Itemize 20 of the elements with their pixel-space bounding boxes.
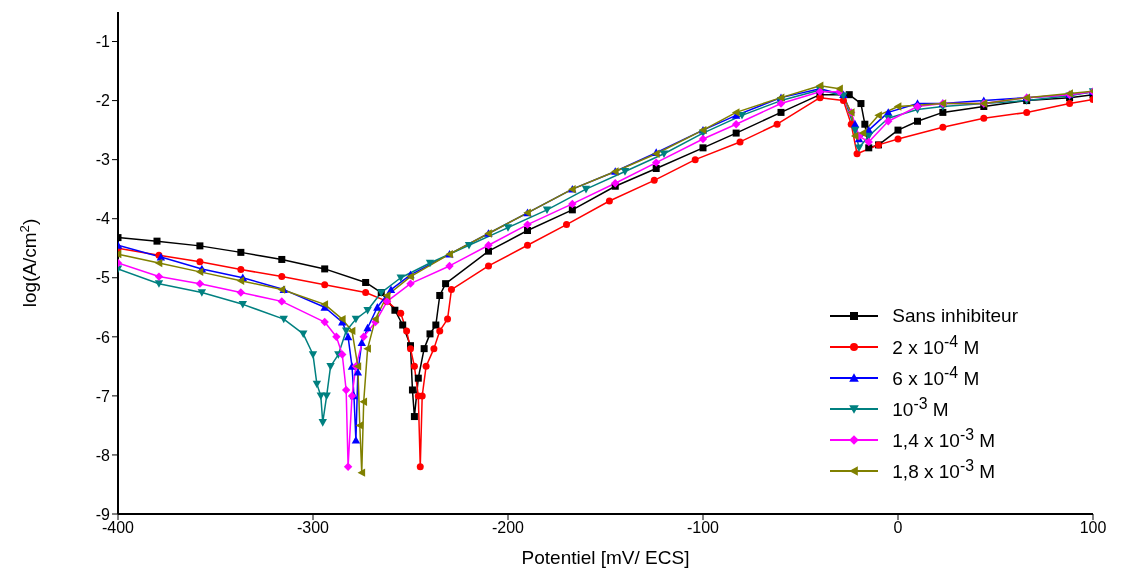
legend-label: 10$^{-3}$ M [892, 395, 949, 422]
legend-label: 6 x 10$^{-4}$ M [892, 364, 980, 391]
x-tick-label: 100 [1079, 519, 1107, 537]
legend-label: 1,8 x 10$^{-3}$ M [892, 457, 996, 484]
x-axis-title: Potentiel [mV/ ECS] [521, 547, 690, 568]
legend-label: Sans inhibiteur [892, 304, 1018, 327]
y-tick-label: -1 [95, 33, 111, 51]
x-tick-label: -100 [686, 519, 720, 537]
legend-label: 1,4 x 10$^{-3}$ M [892, 426, 996, 453]
y-tick-label: -5 [95, 269, 111, 287]
y-tick-label: -6 [95, 328, 111, 346]
x-tick-label: -300 [296, 519, 330, 537]
y-tick-label: -2 [95, 92, 111, 110]
y-tick-label: -3 [95, 151, 111, 169]
y-tick-label: -4 [95, 210, 111, 228]
x-tick-label: -200 [491, 519, 525, 537]
y-tick-label: -8 [95, 446, 111, 464]
legend-label: 2 x 10$^{-4}$ M [892, 333, 980, 360]
x-tick-label: 0 [893, 519, 903, 537]
y-tick-label: -7 [95, 387, 111, 405]
